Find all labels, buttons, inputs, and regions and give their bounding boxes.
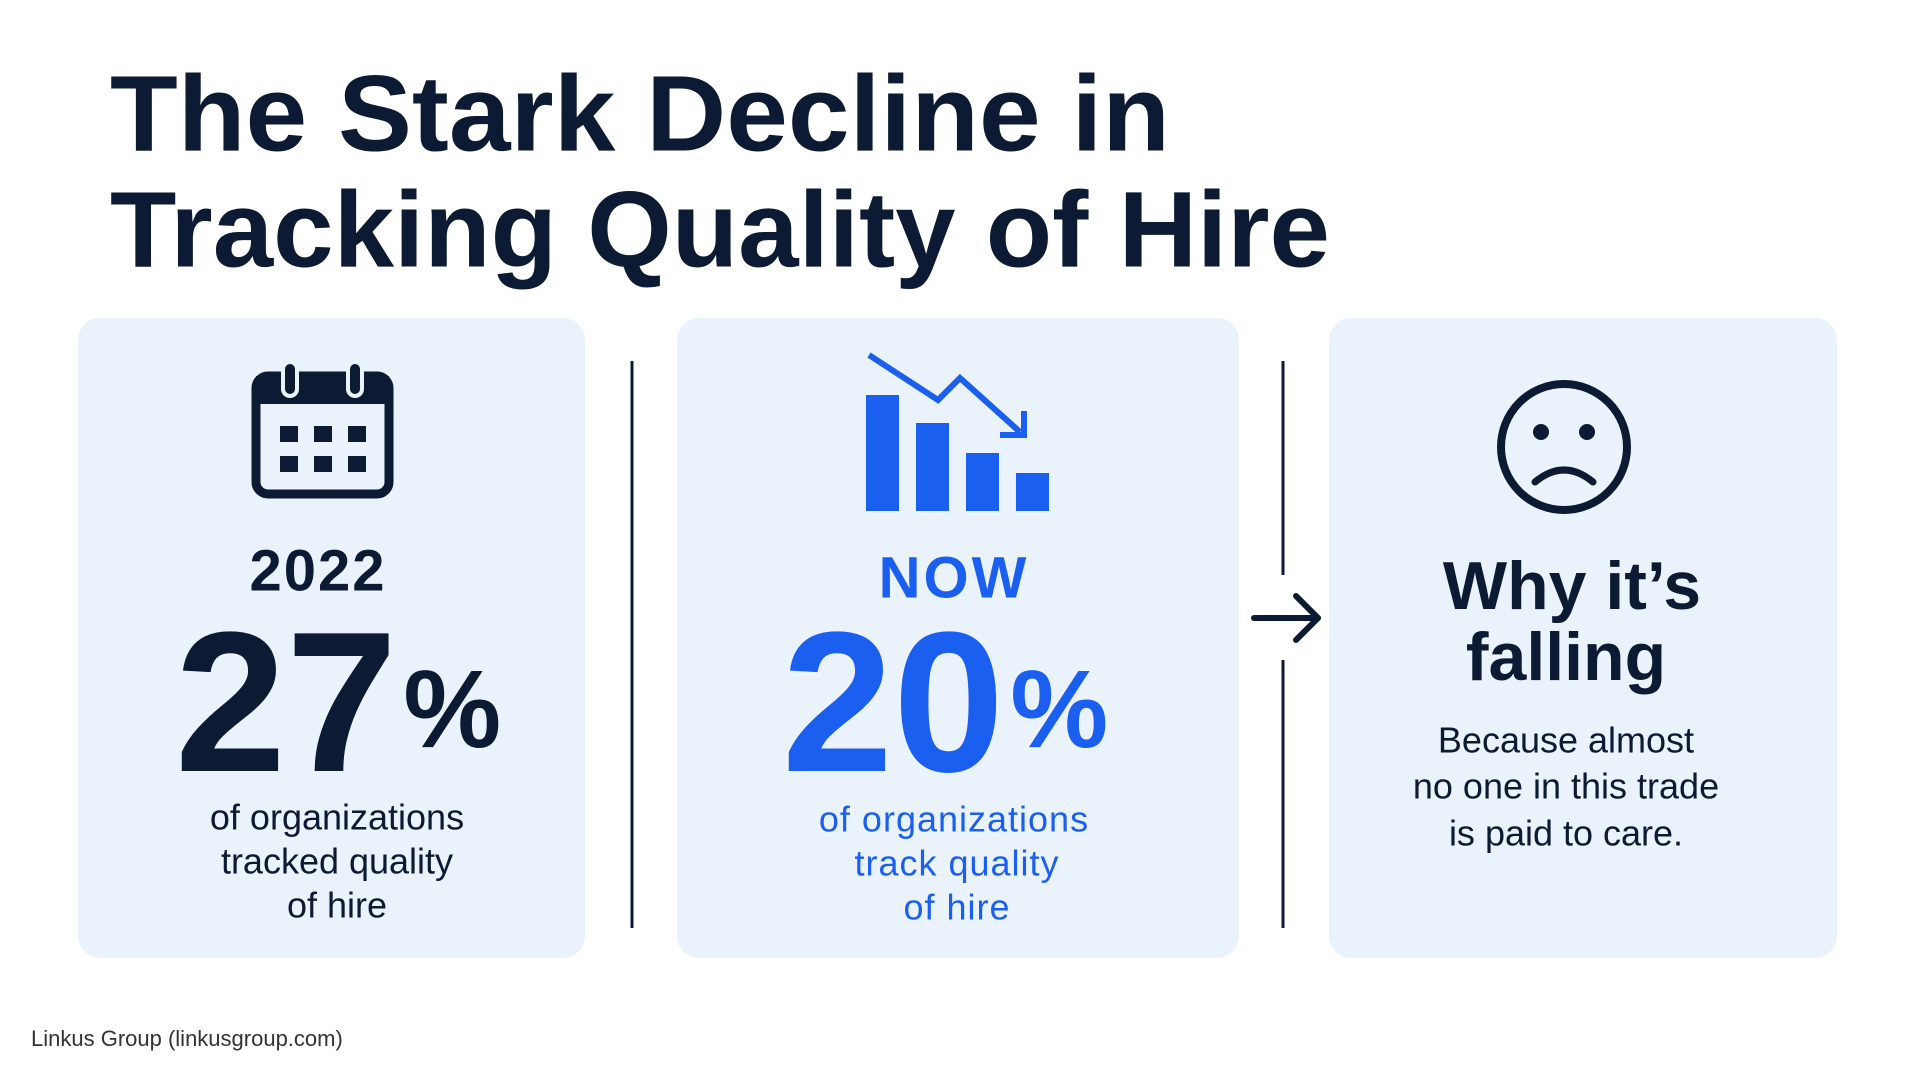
stat-unit: % <box>1010 648 1108 771</box>
card <box>1329 318 1837 958</box>
stat: 27% <box>175 591 501 814</box>
stat: 20% <box>782 591 1108 814</box>
stat-value: 27 <box>175 591 397 814</box>
heading-line: Why it’s <box>1443 548 1701 624</box>
card <box>78 318 585 958</box>
description-line: of organizations <box>210 797 464 838</box>
description-line: no one in this trade <box>1413 766 1719 807</box>
stat-value: 20 <box>782 591 1004 814</box>
description-line: tracked quality <box>221 841 453 882</box>
title-line: Tracking Quality of Hire <box>110 169 1330 290</box>
card-label: NOW <box>879 545 1030 610</box>
description-line: is paid to care. <box>1449 813 1683 854</box>
stat-unit: % <box>403 648 501 771</box>
description-line: of organizations <box>819 799 1089 840</box>
title-line: The Stark Decline in <box>110 53 1170 174</box>
card <box>677 318 1239 958</box>
description-line: Because almost <box>1438 720 1694 761</box>
description-line: of hire <box>287 885 387 926</box>
description-line: track quality <box>854 843 1059 884</box>
calendar-icon <box>251 360 394 499</box>
card-label: 2022 <box>249 538 386 603</box>
description-line: of hire <box>903 887 1010 928</box>
source-note: Linkus Group (linkusgroup.com) <box>31 1026 343 1051</box>
decline-icon <box>866 352 1049 511</box>
arrow-icon <box>1251 593 1321 643</box>
heading-line: falling <box>1466 619 1666 695</box>
sad-face-icon <box>1497 380 1631 514</box>
